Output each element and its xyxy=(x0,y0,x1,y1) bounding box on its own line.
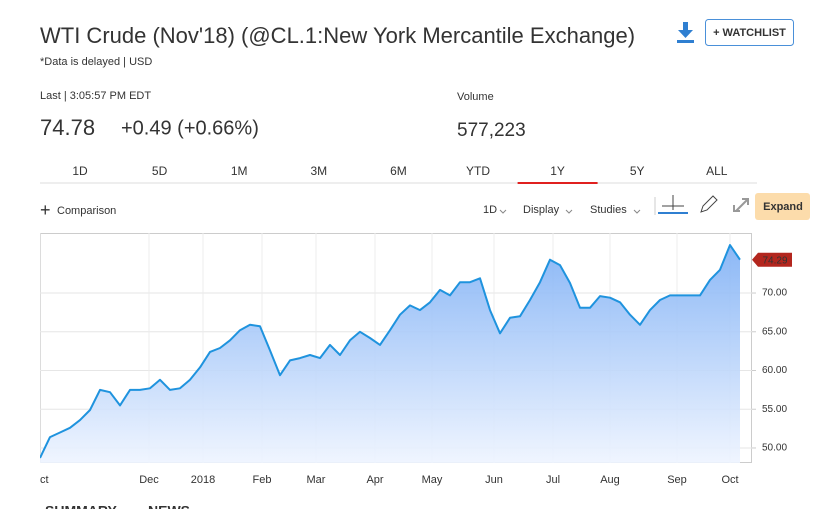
bottom-tab[interactable]: SUMMARY xyxy=(45,503,117,509)
crosshair-icon[interactable] xyxy=(658,195,688,214)
x-tick-label: Mar xyxy=(307,474,326,486)
range-tab[interactable]: YTD xyxy=(466,164,490,178)
last-time: Last | 3:05:57 PM EDT xyxy=(40,90,151,102)
volume-label: Volume xyxy=(457,91,494,103)
x-tick-label: 2018 xyxy=(191,474,215,486)
range-tab[interactable]: 1M xyxy=(231,164,248,178)
x-tick-label: Oct xyxy=(31,474,48,486)
y-tick-label: 60.00 xyxy=(762,365,787,376)
x-tick-label: Sep xyxy=(667,474,687,486)
interval[interactable]: 1D xyxy=(483,204,497,216)
y-tick-label: 65.00 xyxy=(762,326,787,337)
comparison[interactable]: Comparison xyxy=(57,205,116,217)
range-tab[interactable]: 5D xyxy=(152,164,168,178)
expand-label: Expand xyxy=(763,201,803,213)
x-tick-label: May xyxy=(422,474,443,486)
last-price-marker xyxy=(752,252,792,267)
download-icon[interactable] xyxy=(677,22,694,43)
studies[interactable]: Studies xyxy=(590,204,627,216)
price-line xyxy=(40,244,741,459)
expand-icon[interactable] xyxy=(733,198,749,212)
x-tick-label: Apr xyxy=(366,474,383,486)
display[interactable]: Display xyxy=(523,204,560,216)
x-tick-label: Oct xyxy=(721,474,738,486)
range-tab[interactable]: 3M xyxy=(310,164,327,178)
title: WTI Crude (Nov'18) (@CL.1:New York Merca… xyxy=(40,23,635,48)
range-tab[interactable]: 5Y xyxy=(630,164,645,178)
volume: 577,223 xyxy=(457,120,526,141)
pencil-icon[interactable] xyxy=(700,195,718,213)
x-tick-label: Jul xyxy=(546,474,560,486)
expand-tooltip xyxy=(755,193,810,220)
x-tick-label: Feb xyxy=(253,474,272,486)
watchlist-button[interactable] xyxy=(705,19,794,46)
x-tick-label: Dec xyxy=(139,474,159,486)
x-tick-label: Aug xyxy=(600,474,620,486)
comparison-plus[interactable]: + xyxy=(40,200,51,220)
y-tick-label: 50.00 xyxy=(762,443,787,454)
range-tab[interactable]: ALL xyxy=(706,164,728,178)
change: +0.49 (+0.66%) xyxy=(121,117,259,139)
range-tab[interactable]: 6M xyxy=(390,164,407,178)
plot: Oct Dec 2018 Feb Mar Apr May Jun Jul Aug Sep Oct xyxy=(31,233,752,486)
area xyxy=(40,245,740,463)
chevron xyxy=(633,209,641,214)
chevron xyxy=(565,209,573,214)
last-price-label: 74.29 xyxy=(762,255,787,266)
y-tick-label: 70.00 xyxy=(762,288,787,299)
range-tab[interactable]: 1D xyxy=(72,164,88,178)
watchlist-label[interactable]: + WATCHLIST xyxy=(713,27,786,39)
chevron xyxy=(499,209,507,214)
delay-note: *Data is delayed | USD xyxy=(40,56,152,68)
bottom-tab[interactable]: NEWS xyxy=(148,503,190,509)
price: 74.78 xyxy=(40,115,95,140)
y-tick-label: 55.00 xyxy=(762,404,787,415)
range-tab[interactable]: 1Y xyxy=(550,164,565,178)
x-tick-label: Jun xyxy=(485,474,503,486)
